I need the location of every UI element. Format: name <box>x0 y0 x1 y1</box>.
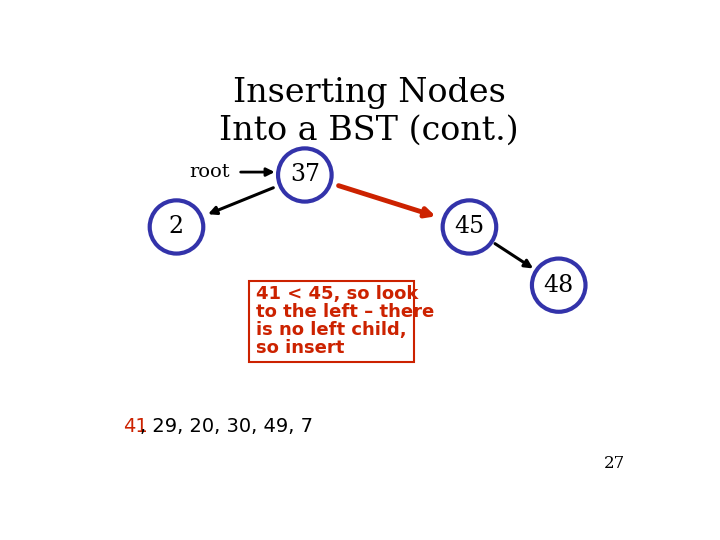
Ellipse shape <box>443 200 496 254</box>
Text: 37: 37 <box>290 164 320 186</box>
Text: Inserting Nodes: Inserting Nodes <box>233 77 505 109</box>
Text: is no left child,: is no left child, <box>256 321 406 339</box>
Text: , 29, 20, 30, 49, 7: , 29, 20, 30, 49, 7 <box>140 417 313 436</box>
Text: 2: 2 <box>169 215 184 239</box>
Text: 27: 27 <box>604 455 625 472</box>
Text: 45: 45 <box>454 215 485 239</box>
Text: 41 < 45, so look: 41 < 45, so look <box>256 285 418 302</box>
Text: Into a BST (cont.): Into a BST (cont.) <box>219 114 519 147</box>
Text: root: root <box>189 163 230 181</box>
Text: so insert: so insert <box>256 339 344 357</box>
Text: 41: 41 <box>124 417 148 436</box>
Ellipse shape <box>150 200 203 254</box>
Text: to the left – there: to the left – there <box>256 302 434 321</box>
FancyBboxPatch shape <box>249 281 413 362</box>
Ellipse shape <box>278 148 332 201</box>
Ellipse shape <box>532 259 585 312</box>
Text: 48: 48 <box>544 274 574 296</box>
